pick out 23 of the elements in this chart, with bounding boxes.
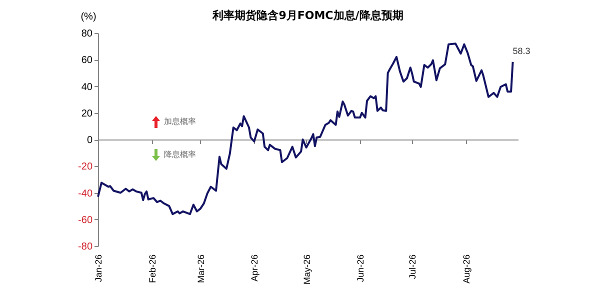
annotation: 58.3 (512, 46, 530, 56)
x-tick-label: Jan-26 (94, 254, 104, 282)
x-tick-label: Mar-26 (196, 254, 206, 284)
y-tick-label: -20 (78, 162, 93, 173)
x-tick-label: Jul-26 (408, 254, 418, 280)
x-tick-label: May-26 (302, 254, 312, 285)
x-tick-label: Aug-26 (461, 254, 472, 284)
y-tick-label: 0 (86, 135, 93, 146)
annotation: 降息概率 (164, 149, 196, 160)
y-tick-label: -80 (78, 242, 93, 252)
x-tick-label: Feb-26 (147, 254, 158, 284)
x-tick-label: Apr-26 (250, 254, 260, 282)
y-tick-label: 40 (81, 82, 93, 93)
x-tick-label: Jun-26 (356, 254, 366, 282)
annotation: 加息概率 (164, 116, 196, 127)
chart-title: 利率期货隐含9月FOMC加息/降息预期 (211, 8, 404, 23)
y-tick-label: 60 (81, 55, 93, 66)
y-tick-label: -60 (78, 214, 93, 226)
line-series (97, 42, 514, 216)
y-tick-label: 80 (81, 28, 93, 40)
y-tick-label: -40 (78, 188, 93, 200)
y-tick-label: 20 (81, 108, 93, 120)
y-axis-title: (%) (80, 12, 96, 22)
